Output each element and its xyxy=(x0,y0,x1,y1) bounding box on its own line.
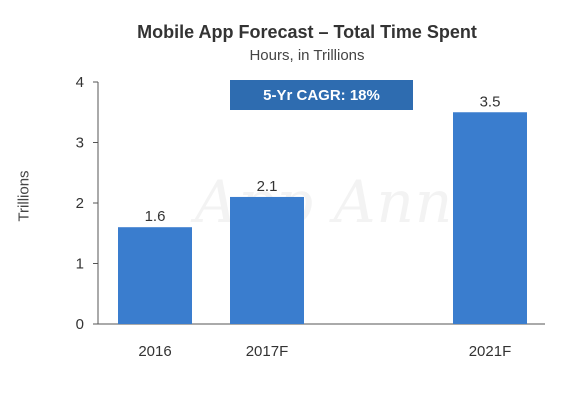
cagr-annotation: 5-Yr CAGR: 18% xyxy=(230,80,413,110)
value-label-2017F: 2.1 xyxy=(257,178,278,195)
value-label-2021F: 3.5 xyxy=(480,93,501,110)
y-tick-label: 4 xyxy=(76,74,84,91)
y-tick-label: 2 xyxy=(76,195,84,212)
chart-subtitle: Hours, in Trillions xyxy=(249,47,365,64)
bar-2017F xyxy=(230,196,304,324)
value-label-2016: 1.6 xyxy=(145,208,166,225)
bar-2021F xyxy=(453,112,527,324)
bar-2016 xyxy=(118,227,192,324)
y-tick-label: 1 xyxy=(76,256,84,273)
y-tick-label: 0 xyxy=(76,316,84,333)
category-label-2016: 2016 xyxy=(138,343,171,360)
y-tick-label: 3 xyxy=(76,135,84,152)
category-label-2021F: 2021F xyxy=(469,343,512,360)
category-label-2017F: 2017F xyxy=(246,343,289,360)
chart-title: Mobile App Forecast – Total Time Spent xyxy=(137,22,477,42)
